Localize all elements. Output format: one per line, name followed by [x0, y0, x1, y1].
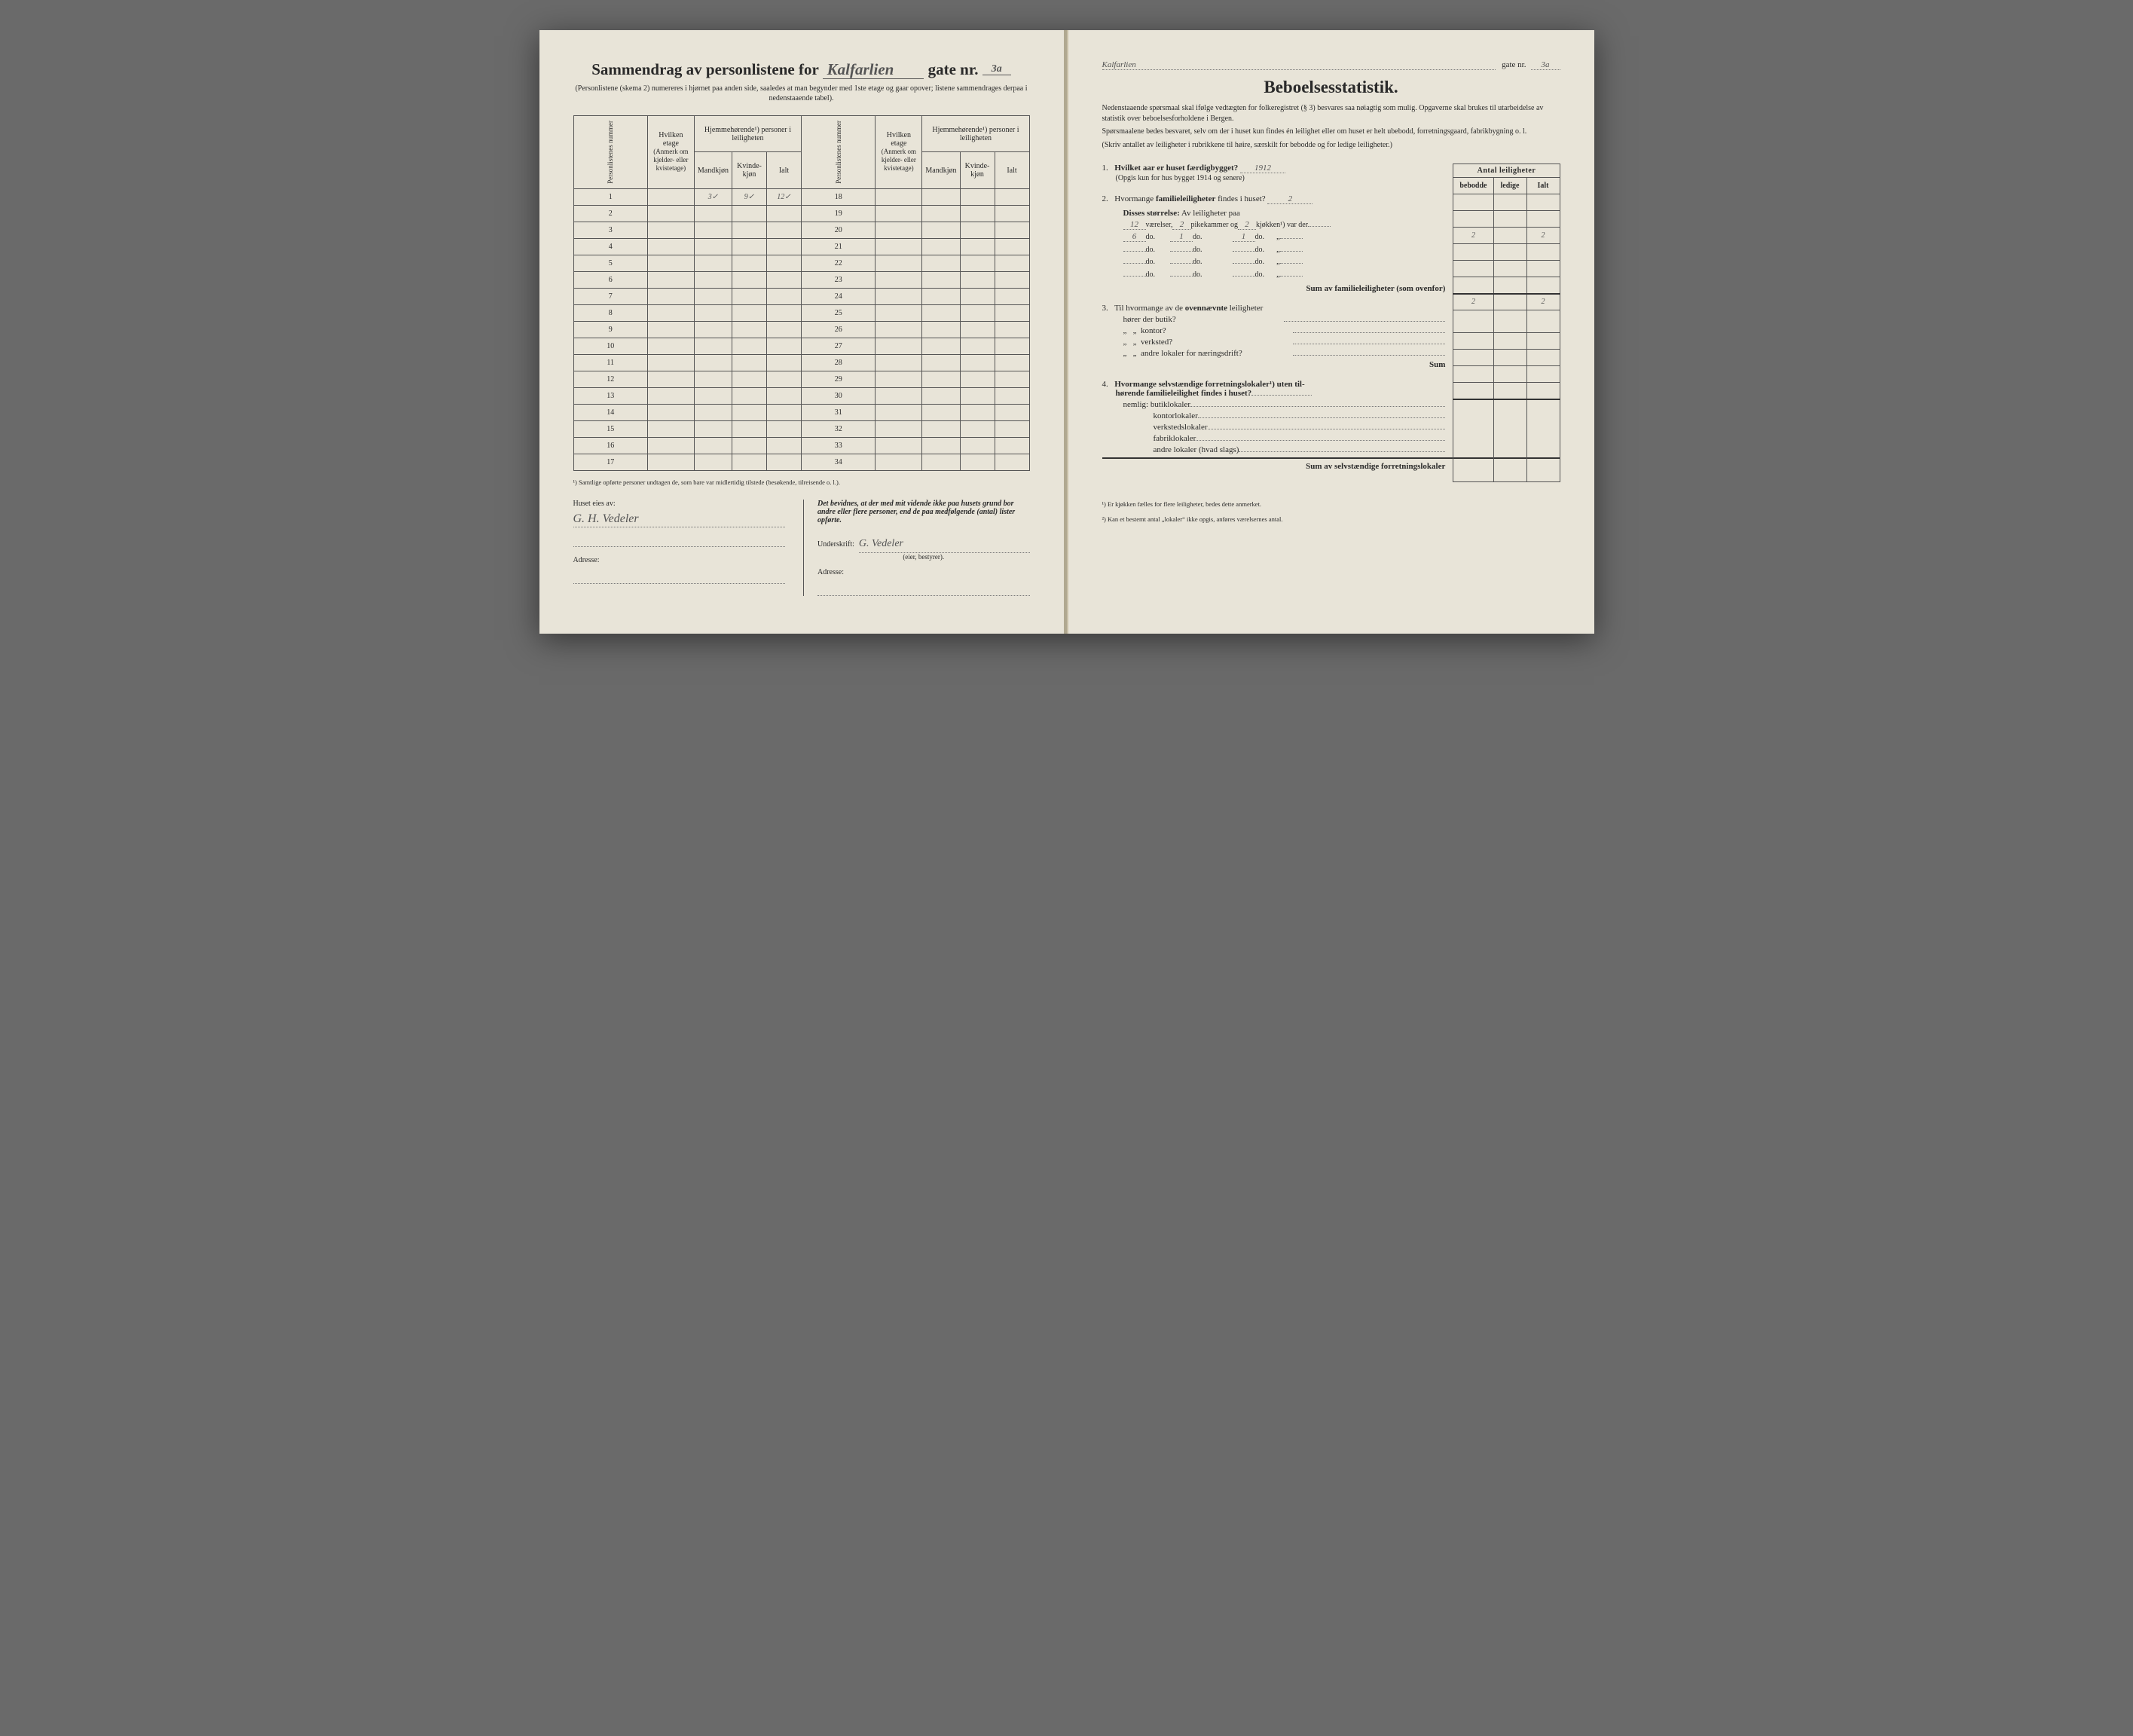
table-row: 1229	[573, 371, 1029, 387]
table-row: 1128	[573, 354, 1029, 371]
q1-hand: 1912	[1240, 164, 1285, 173]
underskrift-sub: (eier, bestyrer).	[817, 553, 1030, 561]
col-group-r: Hjemmehørende¹) personer i leiligheten	[922, 116, 1029, 152]
table-row: 926	[573, 321, 1029, 338]
ant-header: Antal leiligheter	[1453, 164, 1560, 178]
table-row: 1532	[573, 420, 1029, 437]
q4-l1: Hvormange selvstændige forretningslokale…	[1114, 380, 1304, 389]
col-ialt-l: Ialt	[767, 152, 802, 188]
col-nr2: Personlistenes nummer	[802, 116, 876, 189]
foot2: ²) Kan et bestemt antal „lokaler“ ikke o…	[1102, 515, 1560, 523]
gate-no-hand: 3a	[982, 63, 1011, 75]
q-section: Antal leiligheter bebodde ledige Ialt 2 2…	[1102, 164, 1560, 482]
right-title: Beboelsesstatistik.	[1102, 78, 1560, 97]
owner-hand: G. H. Vedeler	[573, 512, 786, 527]
table-row: 219	[573, 205, 1029, 222]
q2-beb: 2	[1453, 228, 1493, 244]
col-nr: Personlistenes nummer	[573, 116, 647, 189]
document-spread: Sammendrag av personlistene for Kalfarli…	[539, 30, 1594, 634]
table-row: 1330	[573, 387, 1029, 404]
adresse-r: Adresse:	[817, 568, 1030, 576]
col-ialt-r: Ialt	[995, 152, 1029, 188]
table-row: 1431	[573, 404, 1029, 420]
col-kvinde-l: Kvinde-kjøn	[732, 152, 767, 188]
title-suffix: gate nr.	[928, 60, 979, 78]
witness-text: Det bevidnes, at der med mit vidende ikk…	[817, 500, 1030, 524]
owner-col: Huset eies av: G. H. Vedeler Adresse:	[573, 500, 786, 596]
street-hand: Kalfarlien	[823, 60, 924, 79]
left-subtitle: (Personlistene (skema 2) numereres i hjø…	[573, 84, 1030, 103]
q2-size-label: Disses størrelse:	[1123, 209, 1180, 218]
q4-l2: hørende familieleilighet findes i huset?	[1116, 389, 1252, 398]
signature-block: Huset eies av: G. H. Vedeler Adresse: De…	[573, 500, 1030, 596]
left-page: Sammendrag av personlistene for Kalfarli…	[539, 30, 1067, 634]
table-row: 623	[573, 271, 1029, 288]
q2-size-text: Av leiligheter paa	[1181, 209, 1240, 218]
right-page: Kalfarlien gate nr. 3a Beboelsesstatisti…	[1067, 30, 1594, 634]
table-row: 13✓9✓12✓18	[573, 188, 1029, 205]
col-etage: Hvilken etage (Anmerk om kjelder- eller …	[647, 116, 694, 189]
owner-label: Huset eies av:	[573, 500, 786, 508]
intro1: Nedenstaaende spørsmaal skal ifølge vedt…	[1102, 103, 1560, 124]
ant-led: ledige	[1493, 178, 1526, 194]
r-street-hand: Kalfarlien	[1102, 60, 1496, 70]
q1-note: (Opgis kun for hus bygget 1914 og senere…	[1102, 174, 1245, 182]
right-header: Kalfarlien gate nr. 3a	[1102, 60, 1560, 70]
intro2: Spørsmaalene bedes besvaret, selv om der…	[1102, 127, 1560, 137]
intro3: (Skriv antallet av leiligheter i rubrikk…	[1102, 140, 1560, 151]
col-kvinde-r: Kvinde-kjøn	[960, 152, 995, 188]
col-group-l: Hjemmehørende¹) personer i leiligheten	[694, 116, 801, 152]
table-row: 825	[573, 304, 1029, 321]
ant-ialt: Ialt	[1526, 178, 1560, 194]
table-row: 724	[573, 288, 1029, 304]
col-mand-l: Mandkjøn	[694, 152, 732, 188]
q2-hand: 2	[1267, 194, 1312, 204]
table-row: 1027	[573, 338, 1029, 354]
table-row: 1633	[573, 437, 1029, 454]
q4-sum: Sum av selvstændige forretningslokaler	[1306, 462, 1445, 471]
sum-ialt: 2	[1526, 294, 1560, 310]
witness-col: Det bevidnes, at der med mit vidende ikk…	[803, 500, 1030, 596]
adresse-l: Adresse:	[573, 556, 786, 564]
col-etage2: Hvilken etage (Anmerk om kjelder- eller …	[876, 116, 922, 189]
r-gate-label: gate nr.	[1502, 60, 1526, 70]
ant-beb: bebodde	[1453, 178, 1493, 194]
title-prefix: Sammendrag av personlistene for	[591, 60, 818, 78]
table-row: 421	[573, 238, 1029, 255]
q2-ialt: 2	[1526, 228, 1560, 244]
table-row: 522	[573, 255, 1029, 271]
table-row: 1734	[573, 454, 1029, 470]
underskrift-label: Underskrift:	[817, 540, 854, 549]
antal-table: Antal leiligheter bebodde ledige Ialt 2 2…	[1453, 164, 1560, 482]
col-mand-r: Mandkjøn	[922, 152, 960, 188]
q1-label: Hvilket aar er huset færdigbygget?	[1114, 164, 1238, 173]
r-gate-no: 3a	[1531, 60, 1560, 70]
left-title: Sammendrag av personlistene for Kalfarli…	[573, 60, 1030, 79]
foot1: ¹) Er kjøkken fælles for flere leilighet…	[1102, 500, 1560, 508]
q2-sum: Sum av familieleiligheter (som ovenfor)	[1306, 284, 1445, 293]
underskrift-hand: G. Vedeler	[859, 538, 1030, 553]
person-table: Personlistenes nummer Hvilken etage (Anm…	[573, 115, 1030, 471]
sum-beb: 2	[1453, 294, 1493, 310]
table-row: 320	[573, 222, 1029, 238]
footnote-1: ¹) Samtlige opførte personer undtagen de…	[573, 478, 1030, 486]
